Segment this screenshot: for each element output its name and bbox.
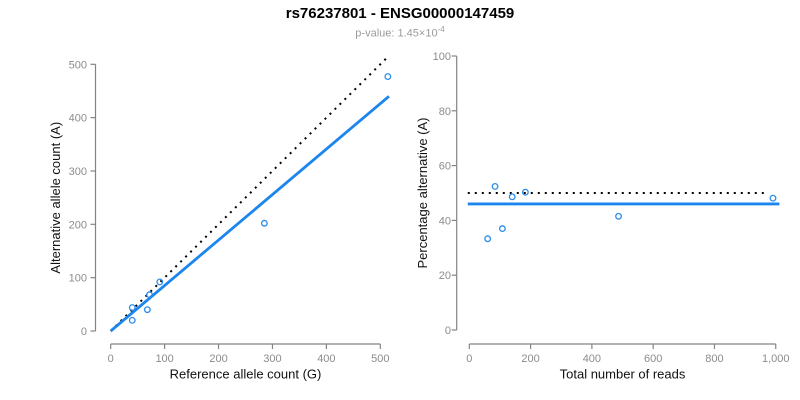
y-tick-label: 20 [439, 270, 451, 282]
x-tick-label: 400 [317, 353, 335, 365]
identity-50pct-line [109, 57, 387, 332]
y-tick-label: 0 [81, 326, 87, 338]
x-tick-label: 200 [209, 353, 227, 365]
y-tick-label: 60 [439, 161, 451, 173]
y-tick-label: 100 [433, 51, 451, 63]
y-tick-label: 200 [69, 219, 87, 231]
data-point [508, 193, 516, 201]
y-tick-label: 100 [69, 273, 87, 285]
pvalue-text: p-value: 1.45×10 [355, 27, 438, 40]
x-tick-label: 500 [371, 353, 389, 365]
x-tick-label: 600 [644, 353, 662, 365]
x-tick-label: 400 [583, 353, 601, 365]
data-point [615, 212, 622, 220]
x-tick-label: 800 [705, 353, 723, 365]
data-point [498, 225, 506, 233]
y-axis-title: Percentage alternative (A) [415, 117, 430, 268]
x-tick-label: 1,000 [762, 353, 790, 365]
data-point [143, 306, 151, 314]
allelic-fit-line [109, 95, 390, 333]
data-point [260, 219, 268, 227]
figure-title: rs76237801 - ENSG00000147459 [285, 5, 515, 22]
left-scatter-panel-ref-vs-alt: 0 100 200 300 400 500 0 100 200 300 400 500 Referenc… [48, 57, 392, 382]
y-tick-label: 80 [439, 106, 451, 118]
y-tick-label: 40 [439, 215, 451, 227]
data-point [128, 316, 136, 324]
data-point [491, 182, 499, 190]
data-point [769, 194, 777, 202]
figure-subtitle: p-value: 1.45×10-4 [0, 25, 800, 40]
data-point [128, 304, 136, 311]
x-tick-label: 0 [108, 353, 114, 365]
data-point [521, 188, 529, 196]
right-scatter-panel-reads-vs-pct: 0 20 40 60 80 100 0 200 400 600 800 1,000 Total numb… [415, 51, 790, 382]
x-axis-title: Total number of reads [560, 367, 686, 382]
x-axis-title: Reference allele count (G) [170, 367, 322, 382]
x-tick-label: 200 [521, 353, 539, 365]
data-point [146, 291, 153, 299]
x-tick-label: 100 [155, 353, 173, 365]
y-tick-label: 500 [69, 59, 87, 71]
data-point [384, 73, 392, 81]
x-tick-label: 0 [466, 353, 472, 365]
data-point [484, 235, 492, 243]
y-axis-title: Alternative allele count (A) [48, 122, 63, 274]
y-tick-label: 0 [445, 325, 451, 337]
x-tick-label: 300 [263, 353, 281, 365]
y-tick-label: 300 [69, 166, 87, 178]
data-point [156, 278, 164, 286]
pvalue-exponent: -4 [437, 25, 445, 34]
y-tick-label: 400 [69, 113, 87, 125]
